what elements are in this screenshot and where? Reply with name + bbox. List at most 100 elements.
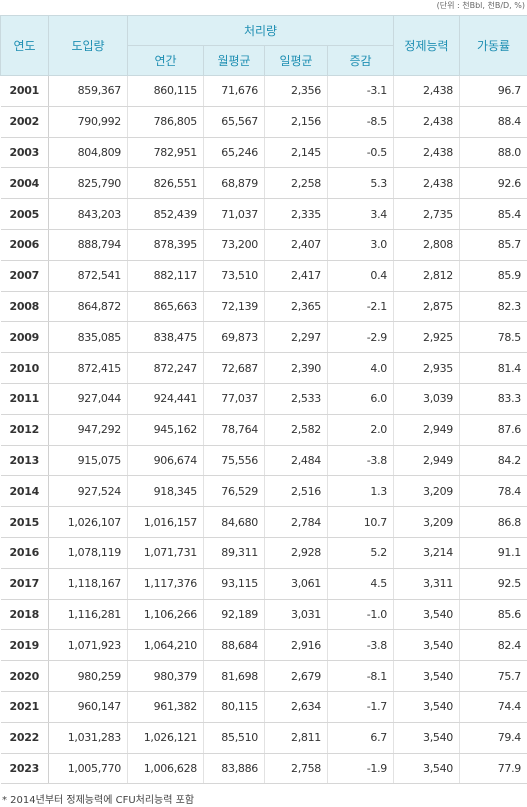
year-cell: 2023 xyxy=(0,752,49,785)
value-cell: 864,872 xyxy=(48,290,128,323)
value-cell: 1,106,266 xyxy=(127,598,204,631)
value-cell: 87.6 xyxy=(459,413,527,446)
value-cell: 85.4 xyxy=(459,198,527,230)
value-cell: -1.9 xyxy=(327,752,394,785)
year-cell: 2021 xyxy=(0,690,49,723)
value-cell: -3.8 xyxy=(327,629,394,662)
value-cell: 790,992 xyxy=(48,105,128,138)
value-cell: 77.9 xyxy=(459,752,527,785)
value-cell: 2,438 xyxy=(393,105,460,138)
value-cell: 835,085 xyxy=(48,321,128,354)
header-change: 증감 xyxy=(327,45,394,76)
value-cell: 1,031,283 xyxy=(48,721,128,754)
value-cell: 2,365 xyxy=(264,290,328,323)
year-cell: 2013 xyxy=(0,444,49,477)
value-cell: 3,209 xyxy=(393,475,460,508)
value-cell: 77,037 xyxy=(203,382,265,415)
value-cell: 69,873 xyxy=(203,321,265,354)
value-cell: 882,117 xyxy=(127,259,204,292)
value-cell: 860,115 xyxy=(127,75,204,107)
value-cell: 3,540 xyxy=(393,598,460,631)
value-cell: 2,156 xyxy=(264,105,328,138)
year-cell: 2009 xyxy=(0,321,49,354)
value-cell: -8.1 xyxy=(327,660,394,692)
value-cell: 927,524 xyxy=(48,475,128,508)
table-row: 2013 915,075 906,674 75,556 2,484 -3.8 2,949 84… xyxy=(0,444,527,477)
year-cell: 2014 xyxy=(0,475,49,508)
value-cell: -2.9 xyxy=(327,321,394,354)
value-cell: 960,147 xyxy=(48,690,128,723)
value-cell: 96.7 xyxy=(459,75,527,107)
value-cell: 2,735 xyxy=(393,198,460,230)
value-cell: 2,925 xyxy=(393,321,460,354)
value-cell: 2,811 xyxy=(264,721,328,754)
value-cell: 3,540 xyxy=(393,690,460,723)
value-cell: 84,680 xyxy=(203,506,265,538)
value-cell: 85.6 xyxy=(459,598,527,631)
value-cell: 2,808 xyxy=(393,228,460,261)
value-cell: 872,541 xyxy=(48,259,128,292)
value-cell: 92.6 xyxy=(459,167,527,200)
value-cell: 2,679 xyxy=(264,660,328,692)
table-row: 2008 864,872 865,663 72,139 2,365 -2.1 2,875 82… xyxy=(0,290,527,323)
table-row: 2001 859,367 860,115 71,676 2,356 -3.1 2,438 96… xyxy=(0,75,527,107)
value-cell: 1,026,107 xyxy=(48,506,128,538)
value-cell: 865,663 xyxy=(127,290,204,323)
value-cell: 3,039 xyxy=(393,382,460,415)
value-cell: 3,214 xyxy=(393,536,460,569)
value-cell: 3,311 xyxy=(393,567,460,600)
value-cell: 980,259 xyxy=(48,660,128,692)
value-cell: 2,533 xyxy=(264,382,328,415)
value-cell: 1,016,157 xyxy=(127,506,204,538)
value-cell: 843,203 xyxy=(48,198,128,230)
table-row: 2007 872,541 882,117 73,510 2,417 0.4 2,812 85.… xyxy=(0,259,527,292)
header-annual: 연간 xyxy=(127,45,204,76)
value-cell: 3,031 xyxy=(264,598,328,631)
value-cell: 80,115 xyxy=(203,690,265,723)
value-cell: 2,335 xyxy=(264,198,328,230)
footnote: * 2014년부터 정제능력에 CFU처리능력 포함 xyxy=(2,795,195,806)
value-cell: 1.3 xyxy=(327,475,394,508)
value-cell: -1.7 xyxy=(327,690,394,723)
value-cell: 888,794 xyxy=(48,228,128,261)
value-cell: 1,071,731 xyxy=(127,536,204,569)
table-row: 2020 980,259 980,379 81,698 2,679 -8.1 3,540 75… xyxy=(0,660,527,692)
header-daily: 일평균 xyxy=(264,45,328,76)
value-cell: 74.4 xyxy=(459,690,527,723)
table-row: 2010 872,415 872,247 72,687 2,390 4.0 2,935 81.… xyxy=(0,352,527,384)
value-cell: 825,790 xyxy=(48,167,128,200)
value-cell: 73,200 xyxy=(203,228,265,261)
value-cell: 73,510 xyxy=(203,259,265,292)
value-cell: 76,529 xyxy=(203,475,265,508)
value-cell: -2.1 xyxy=(327,290,394,323)
value-cell: 6.0 xyxy=(327,382,394,415)
value-cell: 10.7 xyxy=(327,506,394,538)
value-cell: 92.5 xyxy=(459,567,527,600)
year-cell: 2022 xyxy=(0,721,49,754)
value-cell: 918,345 xyxy=(127,475,204,508)
value-cell: 82.3 xyxy=(459,290,527,323)
value-cell: 88,684 xyxy=(203,629,265,662)
value-cell: 72,687 xyxy=(203,352,265,384)
table-row: 2022 1,031,283 1,026,121 85,510 2,811 6.7 3,54… xyxy=(0,721,527,754)
value-cell: 81.4 xyxy=(459,352,527,384)
value-cell: 88.0 xyxy=(459,136,527,169)
year-cell: 2007 xyxy=(0,259,49,292)
value-cell: 924,441 xyxy=(127,382,204,415)
table-row: 2019 1,071,923 1,064,210 88,684 2,916 -3.8 3,5… xyxy=(0,629,527,662)
value-cell: 1,006,628 xyxy=(127,752,204,785)
header-import: 도입량 xyxy=(48,15,128,76)
value-cell: 85.9 xyxy=(459,259,527,292)
year-cell: 2012 xyxy=(0,413,49,446)
value-cell: 1,078,119 xyxy=(48,536,128,569)
year-cell: 2011 xyxy=(0,382,49,415)
value-cell: 81,698 xyxy=(203,660,265,692)
value-cell: 2.0 xyxy=(327,413,394,446)
value-cell: 1,116,281 xyxy=(48,598,128,631)
value-cell: 2,935 xyxy=(393,352,460,384)
value-cell: 2,438 xyxy=(393,75,460,107)
year-cell: 2001 xyxy=(0,75,49,107)
table-row: 2002 790,992 786,805 65,567 2,156 -8.5 2,438 88… xyxy=(0,105,527,138)
header-capacity: 정제능력 xyxy=(393,15,460,76)
value-cell: 91.1 xyxy=(459,536,527,569)
